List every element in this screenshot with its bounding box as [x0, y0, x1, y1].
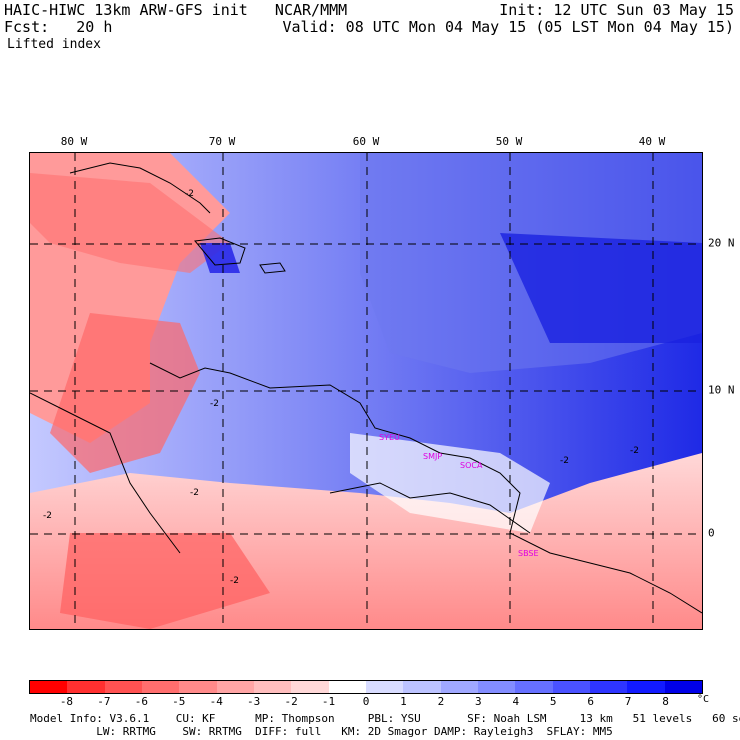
colorbar-tick-label: 4 — [512, 695, 520, 708]
colorbar-swatch — [67, 681, 105, 693]
colorbar-swatch — [216, 681, 254, 693]
lon-label-40w: 40 W — [638, 135, 666, 148]
coastlines — [29, 162, 703, 614]
colorbar-tick-label: 5 — [549, 695, 557, 708]
cuba-coast — [69, 162, 211, 214]
plot-title: HAIC-HIWC 13km ARW-GFS init NCAR/MMM — [4, 1, 348, 19]
colorbar-tick-label: 0 — [362, 695, 370, 708]
central-america-field — [50, 313, 200, 473]
lifted-index-map: SYEU SMJP SOCA SBSE -2 -2 -2 -2 -2 -2 -2 — [29, 152, 703, 630]
colorbar-swatch — [104, 681, 142, 693]
station-labels: SYEU SMJP SOCA SBSE — [379, 433, 539, 558]
colorbar-tick-label: -3 — [247, 695, 261, 708]
colorbar-tick-label: 1 — [400, 695, 407, 708]
guianas-neutral-field — [350, 433, 550, 533]
colorbar-swatch — [589, 681, 628, 693]
colorbar-tick-label: -1 — [321, 695, 336, 708]
colorbar-tick-label: -4 — [209, 695, 223, 708]
colorbar-swatch — [664, 681, 702, 693]
hispaniola-coast — [194, 237, 246, 266]
colorbar-tick-label: -8 — [59, 695, 74, 708]
lon-label-80w: 80 W — [60, 135, 88, 148]
init-time: Init: 12 UTC Sun 03 May 15 — [499, 1, 734, 19]
colorbar-swatch — [552, 681, 590, 693]
contour-minus2 — [329, 482, 531, 534]
colorbar-tick-label: -7 — [97, 695, 111, 708]
strong-positive-core — [500, 233, 702, 343]
colorbar-swatch — [627, 681, 665, 693]
pacific-coast — [29, 392, 181, 554]
colorbar-swatch — [365, 681, 404, 693]
colorbar-swatch — [403, 681, 441, 693]
colorbar — [29, 680, 703, 694]
lat-label-10n: 10 N — [708, 383, 735, 397]
valid-time: Valid: 08 UTC Mon 04 May 15 (05 LST Mon … — [282, 18, 734, 36]
amazon-field — [60, 533, 270, 629]
colorbar-tick-label: 7 — [624, 695, 632, 708]
colorbar-tick-label: -5 — [172, 695, 186, 708]
model-info-line2: LW: RRTMG SW: RRTMG DIFF: full KM: 2D Sm… — [30, 725, 613, 738]
field-name: Lifted index — [7, 37, 101, 52]
forecast-hour: Fcst: 20 h — [4, 18, 113, 36]
lat-label-0: 0 — [708, 526, 715, 540]
colorbar-swatch — [477, 681, 516, 693]
model-info-line1: Model Info: V3.6.1 CU: KF MP: Thompson P… — [30, 712, 740, 725]
cuba-field — [30, 173, 230, 273]
colorbar-swatch — [328, 681, 366, 693]
lon-label-70w: 70 W — [208, 135, 236, 148]
station-sbse: SBSE — [518, 549, 539, 558]
colorbar-swatch — [440, 681, 478, 693]
colorbar-swatch — [515, 681, 553, 693]
lon-label-50w: 50 W — [495, 135, 523, 148]
contour-label: -2 — [630, 446, 639, 456]
colorbar-tick-label: -2 — [284, 695, 298, 708]
colorbar-tick-label: 8 — [662, 695, 669, 708]
colorbar-tick-label: 3 — [475, 695, 482, 708]
contour-label: -2 — [210, 399, 219, 409]
graticule — [30, 153, 702, 629]
station-syeu: SYEU — [379, 433, 400, 442]
contour-labels: -2 -2 -2 -2 -2 -2 -2 — [43, 189, 639, 586]
colorbar-swatch — [141, 681, 180, 693]
puerto-rico-coast — [259, 262, 286, 274]
lat-label-20n: 20 N — [708, 236, 735, 250]
hispaniola-positive-cell — [200, 243, 240, 273]
map-canvas: SYEU SMJP SOCA SBSE -2 -2 -2 -2 -2 -2 -2 — [29, 153, 703, 629]
colorbar-tick-label: -6 — [134, 695, 148, 708]
contour-label: -2 — [190, 488, 199, 498]
colorbar-tick-label: 2 — [437, 695, 445, 708]
colorbar-tick-label: 6 — [587, 695, 594, 708]
colorbar-swatch — [253, 681, 292, 693]
contour-label: -2 — [560, 456, 569, 466]
colorbar-swatch — [179, 681, 217, 693]
contour-label: -2 — [185, 189, 194, 199]
station-soca: SOCA — [460, 461, 483, 470]
lon-label-60w: 60 W — [352, 135, 380, 148]
contour-label: -2 — [43, 511, 52, 521]
colorbar-swatch — [291, 681, 329, 693]
station-smjp: SMJP — [423, 452, 442, 461]
contour-label: -2 — [230, 576, 239, 586]
colorbar-swatch — [30, 681, 68, 693]
colorbar-unit: °C — [697, 694, 710, 705]
south-america-coast — [149, 362, 703, 614]
